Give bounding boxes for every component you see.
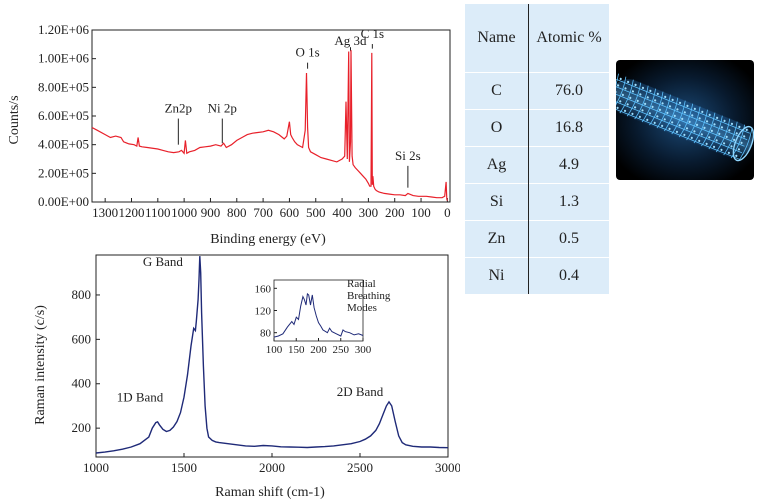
- raman-plot-frame: [95, 254, 449, 458]
- inset-x-tick-label: 300: [355, 344, 372, 356]
- xps-peak-label: Si 2s: [395, 148, 421, 163]
- table-header-row: Name Atomic %: [465, 4, 609, 73]
- table-row: Si 1.3: [465, 183, 609, 221]
- xps-peak-label: Zn2p: [165, 101, 192, 116]
- raman-y-tick-label: 400: [72, 376, 92, 391]
- inset-plot-border: [273, 279, 364, 342]
- xps-x-tick-label: 500: [306, 205, 326, 220]
- nanotube-icon: [616, 73, 754, 162]
- raman-spectrum-chart: 200 400 600 800 1000 1500 2000 2500 3000 G Band…: [33, 254, 460, 500]
- xps-x-tick-label: 400: [332, 205, 352, 220]
- atomic-percent-cell: 1.3: [528, 183, 609, 221]
- xps-x-tick-label: 600: [280, 205, 300, 220]
- element-name-cell: C: [465, 72, 529, 110]
- element-name-cell: Ag: [465, 146, 529, 184]
- xps-x-tick-label: 700: [253, 205, 273, 220]
- raman-x-axis: 1000 1500 2000 2500 3000: [83, 453, 460, 475]
- xps-x-tick-label: 1000: [171, 205, 197, 220]
- inset-y-tick-label: 160: [255, 283, 272, 295]
- table-header-atomic: Atomic %: [536, 29, 602, 46]
- element-name-cell: Ni: [465, 257, 529, 294]
- raman-band-label: G Band: [143, 254, 184, 269]
- inset-x-tick-label: 200: [310, 344, 327, 356]
- xps-spectrum-chart: 0.00E+00 2.00E+05 4.00E+05 6.00E+05 8.00E+05…: [7, 22, 451, 247]
- xps-y-axis: 0.00E+00 2.00E+05 4.00E+05 6.00E+05 8.00E+05…: [38, 22, 96, 209]
- atomic-composition-table: Name Atomic % C 76.0 O 16.8 Ag 4.9 Si 1.3 Zn 0.5 N…: [465, 4, 609, 294]
- raman-y-axis-title: Raman intensity (c/s): [33, 305, 48, 425]
- raman-y-tick-label: 800: [72, 287, 92, 302]
- xps-x-tick-label: 300: [359, 205, 379, 220]
- xps-y-tick-label: 2.00E+05: [38, 165, 89, 180]
- xps-peak-label: Ag 3d: [334, 33, 367, 48]
- element-name-cell: Zn: [465, 220, 529, 258]
- inset-x-tick-label: 150: [288, 344, 305, 356]
- inset-x-tick-label: 250: [333, 344, 350, 356]
- xps-x-tick-label: 1300: [92, 205, 118, 220]
- inset-title-line: Modes: [347, 302, 377, 314]
- xps-peak-label: C 1s: [361, 26, 384, 41]
- atomic-percent-cell: 4.9: [528, 146, 609, 184]
- atomic-percent-cell: 16.8: [528, 109, 609, 147]
- raman-x-axis-title: Raman shift (cm-1): [215, 485, 325, 500]
- xps-peak-annotations: Zn2p Ni 2p O 1s Ag 3dC 1s Si 2s: [165, 26, 421, 188]
- raman-band-label: 1D Band: [117, 390, 164, 405]
- xps-y-tick-label: 1.20E+06: [38, 22, 90, 37]
- xps-x-tick-label: 800: [227, 205, 247, 220]
- raman-x-tick-label: 3000: [435, 460, 460, 475]
- xps-y-tick-label: 0.00E+00: [38, 194, 89, 209]
- raman-y-tick-label: 200: [72, 420, 92, 435]
- atomic-percent-cell: 0.5: [528, 220, 609, 258]
- table-row: C 76.0: [465, 72, 609, 110]
- xps-x-tick-label: 100: [411, 205, 431, 220]
- element-name-cell: O: [465, 109, 529, 147]
- xps-x-axis: 1300 1200 1100 1000 900 800 700 600 500 400 300 200…: [92, 198, 451, 220]
- xps-peak-label: O 1s: [295, 45, 319, 60]
- xps-x-tick-label: 200: [385, 205, 405, 220]
- inset-y-tick-label: 120: [255, 306, 272, 318]
- xps-y-axis-title: Counts/s: [7, 95, 22, 144]
- table-row: O 16.8: [465, 109, 609, 147]
- inset-title-line: Breathing: [347, 290, 391, 302]
- xps-peak-label: Ni 2p: [208, 101, 237, 116]
- raman-plot-border: [95, 254, 449, 458]
- xps-y-tick-label: 6.00E+05: [38, 108, 89, 123]
- atomic-percent-cell: 0.4: [528, 257, 609, 294]
- raman-band-annotations: G Band 1D Band 2D Band: [117, 254, 384, 404]
- xps-x-tick-label: 1200: [118, 205, 144, 220]
- rbm-inset-chart: 80 120 160 100 150 200 250 300 RadialBreathingMo…: [255, 278, 391, 356]
- carbon-nanotube-image: [616, 60, 754, 180]
- xps-x-tick-label: 900: [201, 205, 221, 220]
- xps-plot-frame: [91, 29, 451, 203]
- inset-x-tick-label: 100: [266, 344, 283, 356]
- raman-x-tick-label: 2500: [347, 460, 373, 475]
- xps-plot-border: [91, 29, 451, 203]
- xps-x-tick-label: 0: [444, 205, 451, 220]
- table-row: Zn 0.5: [465, 220, 609, 258]
- xps-x-axis-title: Binding energy (eV): [210, 232, 326, 247]
- table-row: Ag 4.9: [465, 146, 609, 184]
- xps-spectrum-line: [91, 50, 448, 201]
- xps-x-tick-label: 1100: [145, 205, 171, 220]
- atomic-percent-cell: 76.0: [528, 72, 609, 110]
- xps-y-tick-label: 8.00E+05: [38, 79, 89, 94]
- xps-y-tick-label: 4.00E+05: [38, 137, 89, 152]
- raman-band-label: 2D Band: [337, 384, 384, 399]
- raman-x-tick-label: 1500: [171, 460, 197, 475]
- inset-title-line: Radial: [347, 278, 376, 290]
- raman-spectrum-line: [95, 256, 449, 454]
- table-row: Ni 0.4: [465, 257, 609, 294]
- raman-x-tick-label: 2000: [259, 460, 285, 475]
- inset-spectrum-line: [273, 292, 364, 338]
- raman-y-tick-label: 600: [72, 331, 92, 346]
- xps-y-tick-label: 1.00E+06: [38, 51, 90, 66]
- raman-x-tick-label: 1000: [83, 460, 109, 475]
- raman-y-axis: 200 400 600 800: [72, 287, 100, 435]
- table-header-name: Name: [465, 4, 529, 73]
- element-name-cell: Si: [465, 183, 529, 221]
- inset-y-tick-label: 80: [260, 328, 272, 340]
